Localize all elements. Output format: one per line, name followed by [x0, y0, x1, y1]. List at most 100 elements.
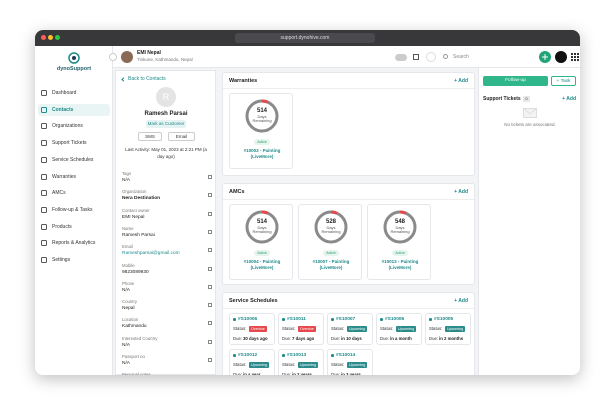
url-bar[interactable]	[235, 33, 375, 43]
status-pill: Upcoming	[347, 361, 368, 368]
search-placeholder: Search	[453, 54, 469, 60]
logo-icon-svg	[68, 52, 80, 64]
status-label: Status:	[429, 326, 443, 331]
contact-panel: Back to Contacts R Ramesh Parsai Mark as Cu…	[115, 70, 216, 375]
field-label: Tags	[122, 171, 132, 176]
schedule-id[interactable]: #S10005	[434, 317, 454, 322]
add-button[interactable]: + Add	[454, 298, 468, 304]
search-box[interactable]: Search	[443, 51, 533, 63]
days-label: Days Remaining	[321, 225, 341, 235]
add-button[interactable]: + Add	[454, 189, 468, 195]
contract-name[interactable]: #10007 - Painting (LiveMore)	[312, 259, 350, 271]
add-button[interactable]: + Add	[562, 96, 576, 102]
schedule-dot	[282, 354, 285, 357]
edit-icon[interactable]	[208, 284, 212, 289]
card-divider	[223, 308, 474, 309]
days-ring	[382, 209, 418, 245]
edit-icon[interactable]	[208, 248, 212, 253]
back-chevron	[121, 76, 126, 82]
edit-icon[interactable]	[208, 175, 212, 179]
schedule-id[interactable]: #S10006	[385, 317, 405, 322]
nav-icon	[41, 140, 47, 147]
nav-item[interactable]: Dashboard	[38, 87, 110, 99]
edit-icon[interactable]	[208, 193, 212, 198]
mark-customer-button[interactable]: Mark as Customer	[146, 120, 186, 128]
due-value: 30 days ago	[243, 336, 268, 341]
card-title: AMCs	[229, 189, 245, 195]
status-label: Status:	[233, 326, 247, 331]
follow-up-button[interactable]: Follow-up	[483, 76, 548, 86]
fullscreen-icon[interactable]	[413, 54, 419, 60]
days-value: 514	[256, 219, 267, 225]
schedule-id[interactable]: #S10006	[238, 317, 258, 322]
window-button[interactable]	[41, 35, 46, 40]
edit-icon[interactable]	[208, 339, 212, 344]
field-label: Personal notes	[122, 372, 151, 375]
window-button[interactable]	[55, 35, 60, 40]
nav-item[interactable]: Support Tickets	[38, 137, 110, 149]
nav-item[interactable]: Products	[38, 221, 110, 233]
field-value: N/A	[122, 342, 130, 348]
nav-icon	[41, 190, 47, 197]
schedule-id[interactable]: #S10011	[287, 317, 306, 322]
user-avatar[interactable]	[555, 51, 567, 63]
nav-icon	[41, 257, 47, 263]
edit-icon[interactable]	[208, 266, 212, 271]
field-label: Name	[122, 225, 134, 231]
contract-name[interactable]: #10013 - Painting (LiveMore)	[381, 259, 419, 271]
theme-toggle[interactable]	[395, 54, 407, 61]
due-label: Due:	[233, 372, 243, 375]
schedule-dot	[233, 354, 236, 357]
edit-icon[interactable]	[208, 211, 212, 216]
due-value: in 3 years	[341, 372, 361, 375]
schedule-id[interactable]: #S10012	[238, 353, 258, 358]
task-button[interactable]: + Task	[551, 76, 576, 86]
nav-item[interactable]: Contacts	[38, 103, 110, 116]
edit-icon[interactable]	[208, 321, 212, 326]
schedule-id[interactable]: #S10013	[287, 353, 307, 358]
contract-name[interactable]: #10004 - Painting (LiveMore)	[243, 259, 281, 271]
status-pill: Active	[392, 250, 408, 256]
right-panel: Follow-up + Task Support Tickets 0 + Add No t…	[478, 68, 580, 375]
sms-button[interactable]: SMS	[138, 132, 162, 141]
status-label: Status:	[331, 362, 345, 367]
schedule-id[interactable]: #S10007	[336, 317, 356, 322]
nav-icon	[41, 240, 47, 247]
nav-item[interactable]: Follow-up & Tasks	[38, 204, 110, 216]
nav-item[interactable]: Reports & Analytics	[38, 237, 110, 249]
due-label: Due:	[331, 372, 341, 375]
schedule-item: #S10013 Status: Upcoming Due: in 2 years	[278, 349, 324, 375]
field-label: Phone	[122, 280, 135, 286]
status-pill: Upcoming	[347, 325, 368, 332]
due-label: Due:	[380, 336, 390, 341]
edit-icon[interactable]	[208, 303, 212, 308]
schedule-item: #S10011 Status: Overdue Due: 7 days ago	[278, 313, 324, 345]
nav-item[interactable]: AMCs	[38, 187, 110, 199]
logo-text: dynoSupport	[56, 66, 92, 72]
schedule-item: #S10012 Status: Upcoming Due: in a year	[229, 349, 275, 375]
nav-item[interactable]: Settings	[38, 254, 110, 266]
nav-label: Settings	[52, 257, 71, 263]
schedule-dot	[429, 318, 432, 321]
days-value: 528	[325, 219, 336, 225]
status-label: Status:	[282, 362, 296, 367]
contract-name[interactable]: #10003 - Painting (LiveMore)	[243, 148, 281, 160]
email-button[interactable]: Email	[168, 132, 195, 141]
schedule-id[interactable]: #S10014	[336, 353, 356, 358]
notification-icon[interactable]	[426, 52, 436, 62]
collapse-button[interactable]	[109, 53, 117, 61]
logo-icon	[68, 52, 80, 64]
edit-icon[interactable]	[208, 229, 212, 234]
nav-icon	[41, 90, 47, 96]
card-divider	[223, 88, 474, 89]
due-value: in a year	[243, 372, 261, 375]
window-button[interactable]	[48, 35, 53, 40]
card-title: Warranties	[229, 78, 258, 84]
status-pill: Upcoming	[298, 361, 319, 368]
nav-item[interactable]: Warranties	[38, 171, 110, 183]
nav-item[interactable]: Service Schedules	[38, 154, 110, 166]
nav-item[interactable]: Organizations	[38, 120, 110, 132]
add-button[interactable]: + Add	[454, 78, 468, 84]
edit-icon[interactable]	[208, 358, 212, 362]
field-label: Mobile	[122, 262, 135, 268]
